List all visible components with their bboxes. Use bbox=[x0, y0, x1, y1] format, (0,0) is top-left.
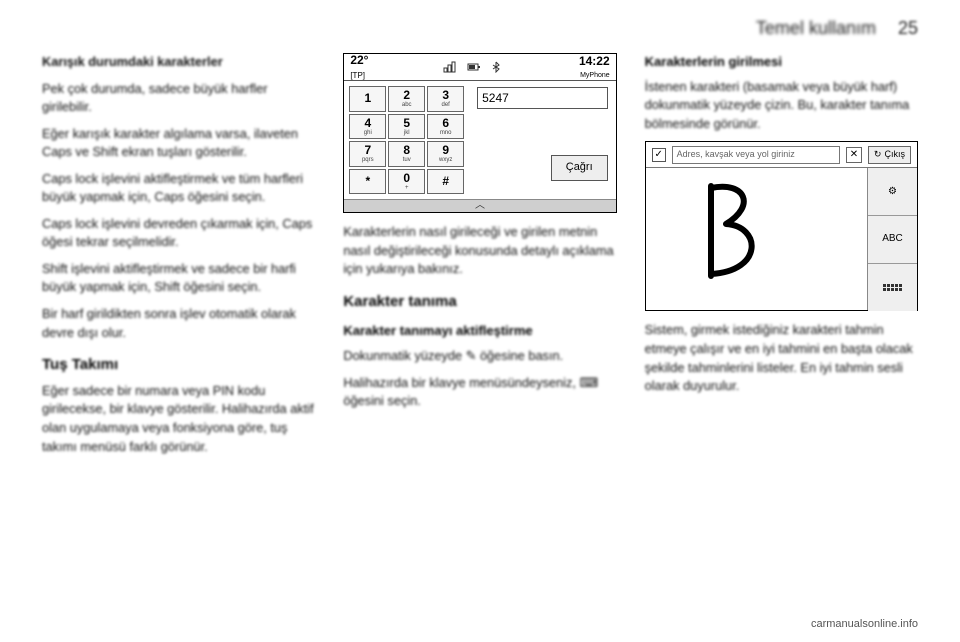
key-4[interactable]: 4ghi bbox=[349, 114, 386, 140]
key-2[interactable]: 2abc bbox=[388, 86, 425, 112]
key-3[interactable]: 3def bbox=[427, 86, 464, 112]
col1-p2: Eğer karışık karakter algılama varsa, il… bbox=[42, 125, 315, 162]
key-5[interactable]: 5jkl bbox=[388, 114, 425, 140]
phone-screenshot: 22° [TP] bbox=[343, 53, 616, 213]
col1-p1: Pek çok durumda, sadece büyük harfler gi… bbox=[42, 80, 315, 117]
key-hash[interactable]: # bbox=[427, 169, 464, 195]
col1-p5: Shift işlevini aktifleştirmek ve sadece … bbox=[42, 260, 315, 297]
address-input[interactable]: Adres, kavşak veya yol giriniz bbox=[672, 146, 840, 164]
phone-statusbar: 22° [TP] bbox=[344, 54, 615, 81]
col1-p3: Caps lock işlevini aktifleştirmek ve tüm… bbox=[42, 170, 315, 207]
col2-p2: Dokunmatik yüzeyde ✎ öğesine basın. bbox=[343, 347, 616, 366]
clear-button[interactable]: ✕ bbox=[846, 147, 862, 163]
col2-heading-activate: Karakter tanımayı aktifleştirme bbox=[343, 322, 616, 341]
phone-time: 14:22 bbox=[579, 54, 610, 68]
col3-heading: Karakterlerin girilmesi bbox=[645, 53, 918, 72]
exit-arrow-icon: ↻ bbox=[874, 148, 882, 161]
signal-icon bbox=[443, 61, 457, 73]
handwriting-canvas[interactable] bbox=[646, 168, 867, 310]
phone-temp: 22° bbox=[350, 53, 368, 67]
col2-p3: Halihazırda bir klavye menüsündeyseniz, … bbox=[343, 374, 616, 411]
key-1[interactable]: 1 bbox=[349, 86, 386, 112]
phone-bottom-bar[interactable]: ︿ bbox=[344, 199, 615, 212]
exit-button[interactable]: ↻ Çıkış bbox=[868, 146, 911, 163]
col2-heading-char-rec: Karakter tanıma bbox=[343, 291, 616, 313]
exit-label: Çıkış bbox=[884, 148, 905, 161]
col1-heading-keypad: Tuş Takımı bbox=[42, 354, 315, 376]
key-8[interactable]: 8tuv bbox=[388, 141, 425, 167]
keyboard-button[interactable] bbox=[868, 264, 917, 311]
abc-button[interactable]: ABC bbox=[868, 216, 917, 264]
call-button[interactable]: Çağrı bbox=[551, 155, 608, 181]
footer-url: carmanualsonline.info bbox=[811, 618, 918, 630]
handwritten-b-icon bbox=[686, 176, 776, 286]
gear-icon: ⚙ bbox=[888, 185, 897, 200]
check-icon[interactable]: ✓ bbox=[652, 148, 666, 162]
bluetooth-icon bbox=[491, 61, 505, 73]
key-star[interactable]: * bbox=[349, 169, 386, 195]
col3-p1: İstenen karakteri (basamak veya büyük ha… bbox=[645, 78, 918, 134]
column-2: 22° [TP] bbox=[343, 53, 616, 464]
chevron-up-icon: ︿ bbox=[475, 199, 485, 214]
handwriting-screenshot: ✓ Adres, kavşak veya yol giriniz ✕ ↻ Çık… bbox=[645, 141, 918, 311]
column-3: Karakterlerin girilmesi İstenen karakter… bbox=[645, 53, 918, 464]
key-7[interactable]: 7pqrs bbox=[349, 141, 386, 167]
col1-p6: Bir harf girildikten sonra işlev otomati… bbox=[42, 305, 315, 342]
dial-input[interactable]: 5247 bbox=[477, 87, 608, 109]
keyboard-icon bbox=[883, 284, 902, 291]
key-9[interactable]: 9wxyz bbox=[427, 141, 464, 167]
col2-p1: Karakterlerin nasıl girileceği ve girile… bbox=[343, 223, 616, 279]
settings-button[interactable]: ⚙ bbox=[868, 168, 917, 216]
chapter-title: Temel kullanım bbox=[756, 18, 876, 39]
key-6[interactable]: 6mno bbox=[427, 114, 464, 140]
page-number: 25 bbox=[898, 18, 918, 39]
phone-carrier: MyPhone bbox=[579, 71, 610, 81]
col1-p7: Eğer sadece bir numara veya PIN kodu gir… bbox=[42, 382, 315, 456]
phone-keypad: 1 2abc 3def 4ghi 5jkl 6mno 7pqrs 8tuv 9w… bbox=[344, 81, 469, 199]
handwriting-sidebar: ⚙ ABC bbox=[867, 168, 917, 310]
col3-p2: Sistem, girmek istediğiniz karakteri tah… bbox=[645, 321, 918, 395]
col1-p4: Caps lock işlevini devreden çıkarmak içi… bbox=[42, 215, 315, 252]
column-1: Karışık durumdaki karakterler Pek çok du… bbox=[42, 53, 315, 464]
key-0[interactable]: 0+ bbox=[388, 169, 425, 195]
battery-icon bbox=[467, 61, 481, 73]
col1-heading-mixed: Karışık durumdaki karakterler bbox=[42, 53, 315, 72]
